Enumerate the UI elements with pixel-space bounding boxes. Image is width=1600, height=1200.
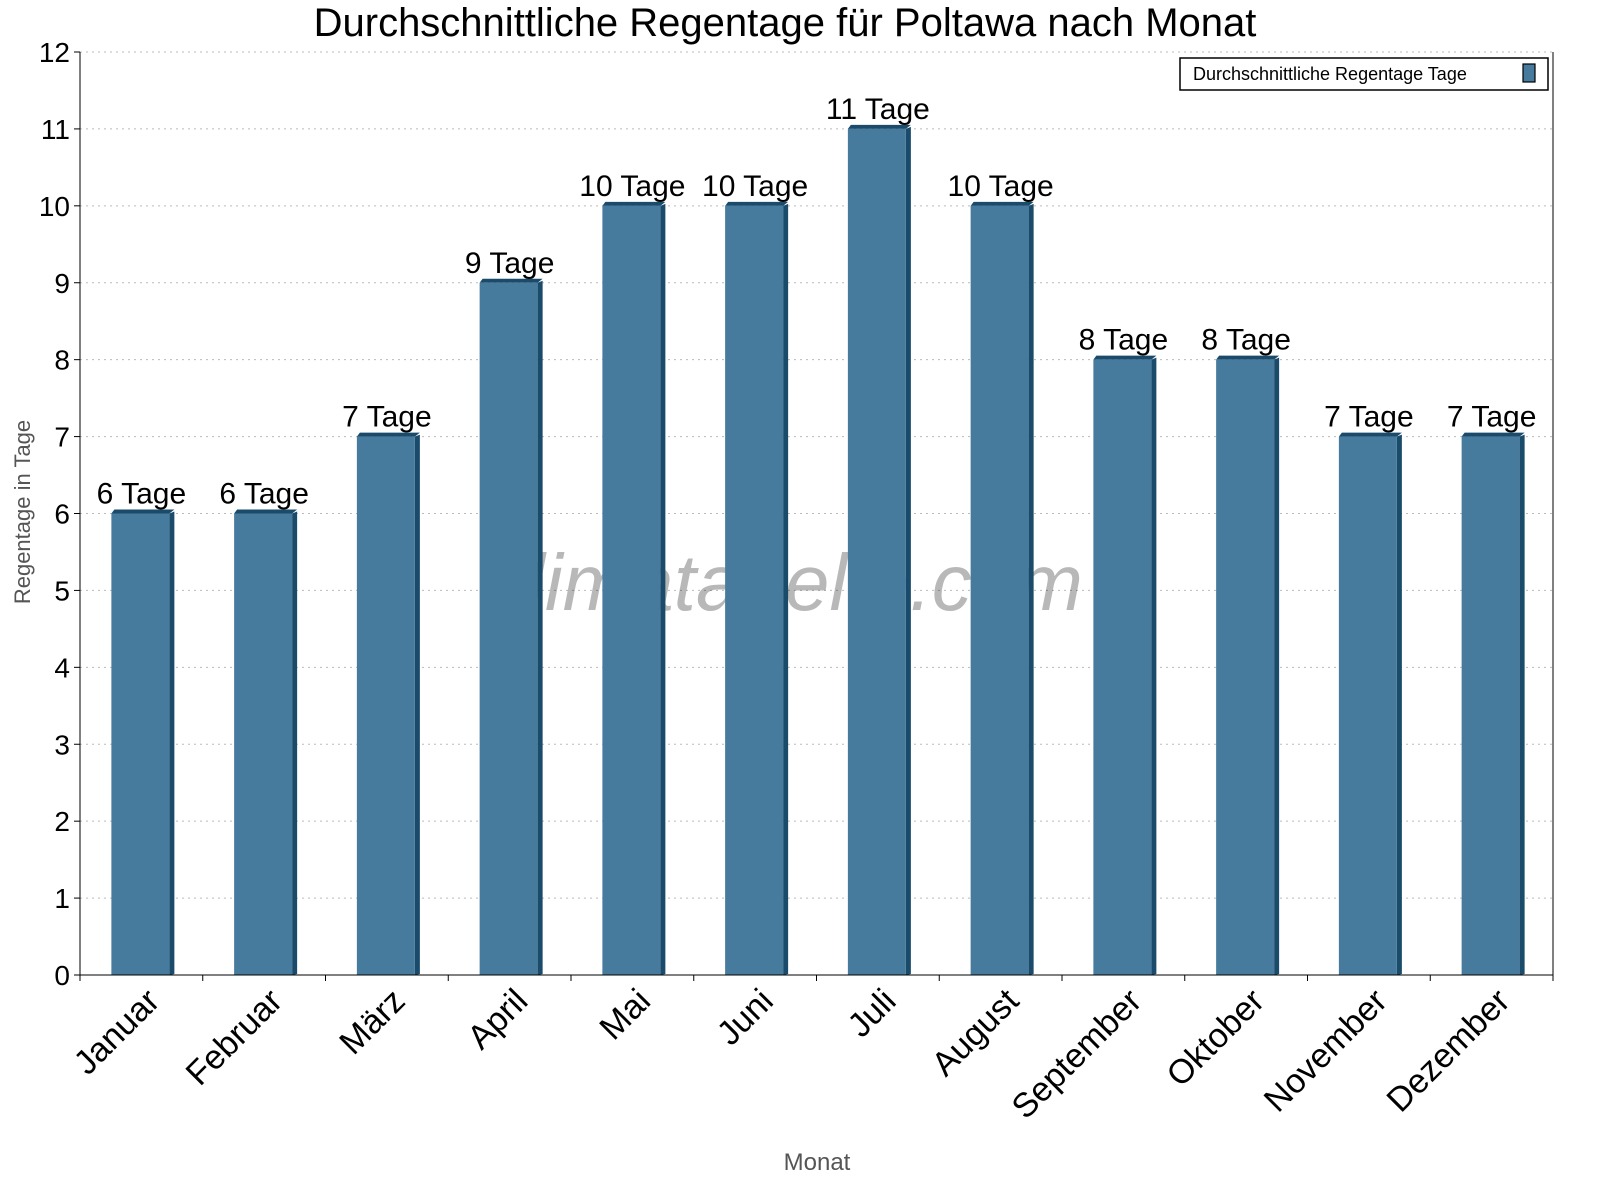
bar-top [602,201,666,206]
x-tick-label: Oktober [1159,982,1271,1094]
legend-swatch [1522,63,1536,83]
y-tick-label: 0 [54,960,70,991]
bar-top [970,201,1034,206]
bar [1461,436,1520,975]
bar-top [1338,432,1402,437]
bar [234,513,293,975]
bar [356,436,415,975]
bars: 6 Tage 6 Tage 7 Tage 9 Tage 10 Tage 10 Tage 11… [97,93,1537,976]
bar-top [111,509,175,514]
x-tick-label: September [1005,982,1149,1126]
bar [847,128,906,975]
bar-side [292,511,298,975]
y-tick-label: 4 [54,652,70,683]
bar [1216,359,1275,976]
bar-side [1519,434,1525,975]
bar-side [660,203,666,976]
data-label: 10 Tage [702,170,808,203]
data-label: 10 Tage [948,170,1054,203]
data-label: 8 Tage [1201,324,1291,357]
bar-side [537,280,543,975]
bar-top [1461,432,1525,437]
bar [602,205,661,976]
bar-side [414,434,420,975]
x-tick-label: März [332,982,412,1062]
chart-title: Durchschnittliche Regentage für Poltawa … [314,1,1257,45]
bar [1338,436,1397,975]
x-tick-label: Januar [67,982,167,1082]
x-tick-label: Mai [592,982,658,1048]
bar [970,205,1029,976]
bar-top [847,124,911,129]
y-tick-label: 9 [54,268,70,299]
y-tick-label: 6 [54,499,70,530]
y-axis-label: Regentage in Tage [10,420,35,604]
bar [479,282,538,975]
bar-side [1396,434,1402,975]
bar-side [1274,357,1280,976]
data-label: 7 Tage [1447,401,1537,434]
bar-side [783,203,789,976]
bar-top [356,432,420,437]
x-tick-label: Februar [179,982,290,1093]
bar [1093,359,1152,976]
bar-side [905,126,911,975]
x-tick-label: Dezember [1380,982,1518,1120]
data-label: 7 Tage [342,401,432,434]
bar-top [234,509,298,514]
y-tick-label: 2 [54,806,70,837]
y-tick-label: 3 [54,729,70,760]
y-tick-label: 5 [54,575,70,606]
y-tick-label: 11 [41,114,70,145]
bar-side [1028,203,1034,976]
x-axis-label: Monat [784,1149,851,1176]
data-label: 6 Tage [219,478,309,511]
bar-top [725,201,789,206]
data-label: 6 Tage [97,478,187,511]
x-tick-label: November [1257,982,1395,1120]
y-tick-label: 12 [39,37,70,68]
x-tick-label: April [460,982,535,1057]
bar-top [1093,355,1157,360]
bar [725,205,784,976]
legend: Durchschnittliche Regentage Tage [1179,57,1549,91]
y-tick-label: 8 [54,345,70,376]
y-tick-label: 7 [54,422,70,453]
grid-lines [80,51,1553,899]
y-tick-label: 10 [39,191,70,222]
y-tick-label: 1 [54,883,70,914]
x-tick-label: Juni [710,982,781,1053]
data-label: 10 Tage [579,170,685,203]
x-tick-label: Juli [841,982,904,1045]
data-label: 7 Tage [1324,401,1414,434]
bar-side [1151,357,1157,976]
data-label: 8 Tage [1079,324,1169,357]
x-tick-label: August [925,981,1027,1083]
bar-top [1216,355,1280,360]
data-label: 11 Tage [826,93,930,126]
bar-side [169,511,175,975]
bar [111,513,170,975]
legend-label: Durchschnittliche Regentage Tage [1193,64,1467,84]
data-label: 9 Tage [465,247,555,280]
bar-top [479,278,543,283]
